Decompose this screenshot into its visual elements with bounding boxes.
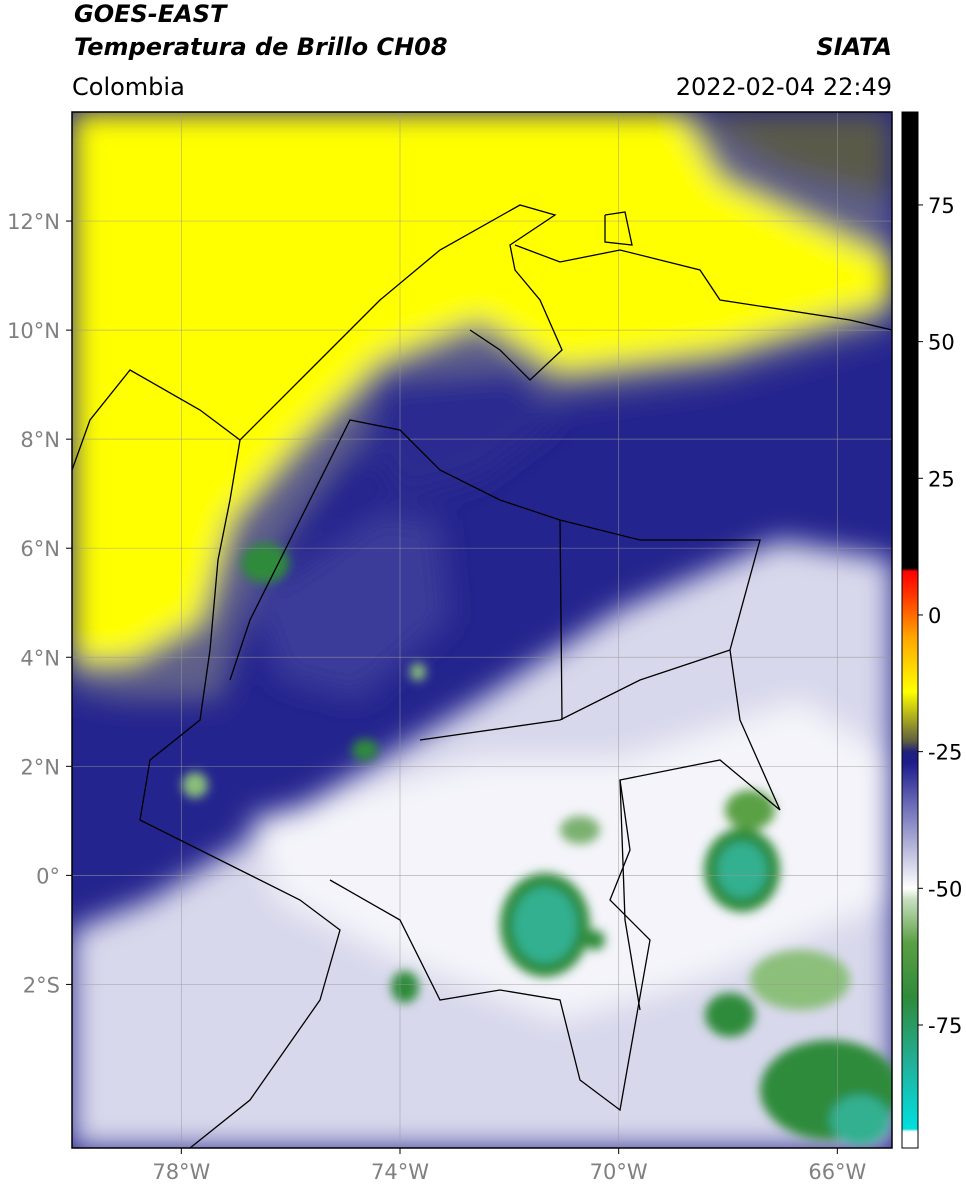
- colorbar-tick-label: 50: [928, 331, 955, 355]
- x-tick-label: 74°W: [371, 1160, 429, 1184]
- colorbar-tick-label: 25: [928, 467, 955, 491]
- x-tick-label: 66°W: [808, 1160, 866, 1184]
- colorbar-tick-label: 75: [928, 194, 955, 218]
- map-frame: [71, 111, 893, 1149]
- title: GOES-EAST: [74, 0, 228, 28]
- y-tick-label: 10°N: [7, 319, 60, 343]
- y-tick-label: 4°N: [20, 646, 60, 670]
- y-tick-label: 2°N: [20, 755, 60, 779]
- y-tick-label: 12°N: [7, 210, 60, 234]
- x-tick-label: 70°W: [590, 1160, 648, 1184]
- satellite-image: [72, 112, 892, 1148]
- source: SIATA: [816, 33, 892, 61]
- colorbar-tick-label: -25: [928, 741, 962, 765]
- timestamp: 2022-02-04 22:49: [676, 73, 892, 101]
- region: Colombia: [72, 73, 185, 101]
- colorbar-tick-label: -50: [928, 877, 962, 901]
- x-tick-label: 78°W: [152, 1160, 210, 1184]
- colorbar: [901, 111, 919, 1149]
- y-tick-label: 6°N: [20, 537, 60, 561]
- colorbar-tick-label: -75: [928, 1014, 962, 1038]
- subtitle: Temperatura de Brillo CH08: [74, 33, 448, 61]
- colorbar-tick-label: 0: [928, 604, 941, 628]
- y-tick-label: 8°N: [20, 428, 60, 452]
- y-tick-label: 2°S: [23, 973, 60, 997]
- y-tick-label: 0°: [36, 864, 60, 888]
